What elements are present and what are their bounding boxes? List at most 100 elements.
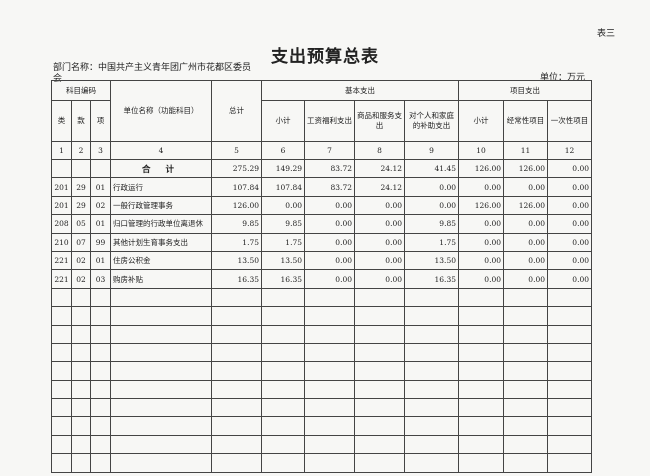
empty-cell (354, 342, 405, 363)
cell-name: 归口管理的行政单位离退休 (110, 214, 212, 234)
empty-cell (51, 287, 72, 308)
cell-value: 126.00 (503, 195, 548, 216)
empty-cell (503, 416, 548, 436)
empty-cell (547, 342, 592, 363)
empty-cell (211, 306, 262, 326)
cell-xiang: 01 (90, 250, 111, 271)
cell-value: 0.00 (354, 214, 405, 234)
cell-value: 1.75 (261, 232, 305, 252)
cell-value: 9.85 (404, 214, 459, 234)
empty-cell (354, 379, 405, 400)
cell-name: 一般行政管理事务 (110, 195, 212, 216)
empty-cell (458, 416, 504, 436)
empty-cell (71, 342, 91, 363)
empty-cell (547, 361, 592, 381)
empty-cell (458, 434, 504, 455)
header-basic-subtotal: 小计 (261, 100, 305, 142)
department-name: 部门名称：中国共产主义青年团广州市花都区委员会 (53, 63, 252, 84)
cell-value: 1.75 (211, 232, 262, 252)
empty-row (51, 453, 592, 473)
empty-cell (51, 434, 72, 455)
column-number: 5 (211, 141, 262, 160)
cell-lei: 210 (51, 232, 72, 252)
empty-cell (71, 416, 91, 436)
column-number: 2 (71, 141, 91, 160)
empty-cell (51, 416, 72, 436)
empty-row (51, 287, 592, 308)
empty-cell (547, 324, 592, 344)
empty-cell (90, 398, 111, 418)
empty-cell (51, 398, 72, 418)
cell-name: 住房公积金 (110, 250, 212, 271)
cell-value: 0.00 (503, 177, 548, 197)
header-xiang: 项 (90, 100, 111, 142)
cell-value: 107.84 (211, 177, 262, 197)
header-project: 项目支出 (458, 80, 592, 101)
expenditure-budget-table: 科目编码 单位名称（功能科目） 总计 基本支出 项目支出 类 款 项 小计 工资… (51, 80, 592, 473)
empty-cell (304, 379, 355, 400)
cell-value: 0.00 (404, 195, 459, 216)
column-number: 12 (547, 141, 592, 160)
empty-cell (90, 361, 111, 381)
empty-cell (404, 361, 459, 381)
empty-cell (354, 398, 405, 418)
total-value: 126.00 (503, 158, 548, 179)
empty-row (51, 379, 592, 400)
empty-cell (51, 361, 72, 381)
empty-cell (261, 398, 305, 418)
cell-value: 24.12 (354, 177, 405, 197)
empty-row (51, 398, 592, 418)
empty-cell (211, 361, 262, 381)
empty-cell (261, 416, 305, 436)
header-recurring: 经常性项目 (503, 100, 548, 142)
cell-value: 16.35 (211, 269, 262, 289)
cell-kuan: 29 (71, 195, 91, 216)
cell-xiang: 99 (90, 232, 111, 252)
cell-lei: 221 (51, 250, 72, 271)
column-number: 1 (51, 141, 72, 160)
cell-lei: 201 (51, 195, 72, 216)
empty-cell (503, 361, 548, 381)
empty-cell (404, 287, 459, 308)
empty-cell (503, 342, 548, 363)
empty-cell (90, 379, 111, 400)
empty-cell (90, 416, 111, 436)
cell-value: 0.00 (503, 250, 548, 271)
total-row: 合 计 275.29 149.29 83.72 24.12 41.45 126.… (51, 158, 592, 179)
empty-cell (404, 434, 459, 455)
cell-name: 其他计划生育事务支出 (110, 232, 212, 252)
table-row: 221 02 01 住房公积金 13.50 13.50 0.00 0.00 13.50 0.00 0… (51, 250, 592, 271)
cell-value: 16.35 (404, 269, 459, 289)
cell-value: 0.00 (304, 232, 355, 252)
empty-cell (51, 379, 72, 400)
column-number: 8 (354, 141, 405, 160)
unit-label: 单位：万元 (540, 73, 586, 83)
cell-value: 9.85 (211, 214, 262, 234)
empty-cell (110, 287, 212, 308)
empty-cell (503, 398, 548, 418)
empty-cell (304, 342, 355, 363)
cell-value: 0.00 (547, 232, 592, 252)
cell-kuan: 29 (71, 177, 91, 197)
table-row: 201 29 01 行政运行 107.84 107.84 83.72 24.12 0.00 0.0… (51, 177, 592, 197)
cell-xiang: 02 (90, 195, 111, 216)
empty-cell (90, 306, 111, 326)
empty-cell (547, 453, 592, 473)
cell-value: 0.00 (458, 177, 504, 197)
empty-cell (71, 324, 91, 344)
empty-cell (354, 416, 405, 436)
empty-cell (304, 306, 355, 326)
cell-value: 0.00 (354, 195, 405, 216)
empty-cell (71, 287, 91, 308)
cell-xiang: 01 (90, 177, 111, 197)
empty-cell (90, 434, 111, 455)
empty-cell (110, 379, 212, 400)
empty-cell (90, 453, 111, 473)
total-value: 149.29 (261, 158, 305, 179)
table-row: 208 05 01 归口管理的行政单位离退休 9.85 9.85 0.00 0.00 9.85 0… (51, 214, 592, 234)
empty-cell (211, 416, 262, 436)
empty-cell (547, 287, 592, 308)
empty-cell (458, 324, 504, 344)
empty-cell (547, 398, 592, 418)
empty-cell (547, 379, 592, 400)
